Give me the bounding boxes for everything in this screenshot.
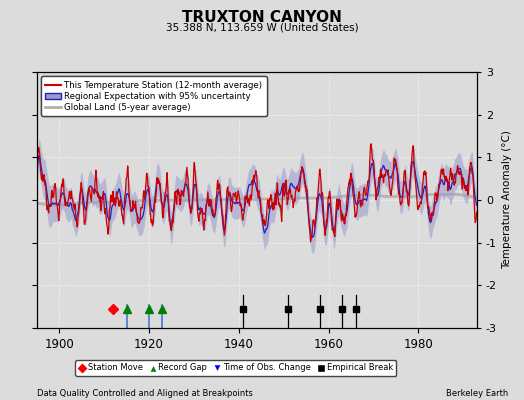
Legend: This Temperature Station (12-month average), Regional Expectation with 95% uncer: This Temperature Station (12-month avera… (41, 76, 267, 116)
Text: Berkeley Earth: Berkeley Earth (446, 389, 508, 398)
Legend: Station Move, Record Gap, Time of Obs. Change, Empirical Break: Station Move, Record Gap, Time of Obs. C… (75, 360, 397, 376)
Y-axis label: Temperature Anomaly (°C): Temperature Anomaly (°C) (503, 130, 512, 270)
Text: 35.388 N, 113.659 W (United States): 35.388 N, 113.659 W (United States) (166, 22, 358, 32)
Text: TRUXTON CANYON: TRUXTON CANYON (182, 10, 342, 25)
Text: Data Quality Controlled and Aligned at Breakpoints: Data Quality Controlled and Aligned at B… (37, 389, 253, 398)
